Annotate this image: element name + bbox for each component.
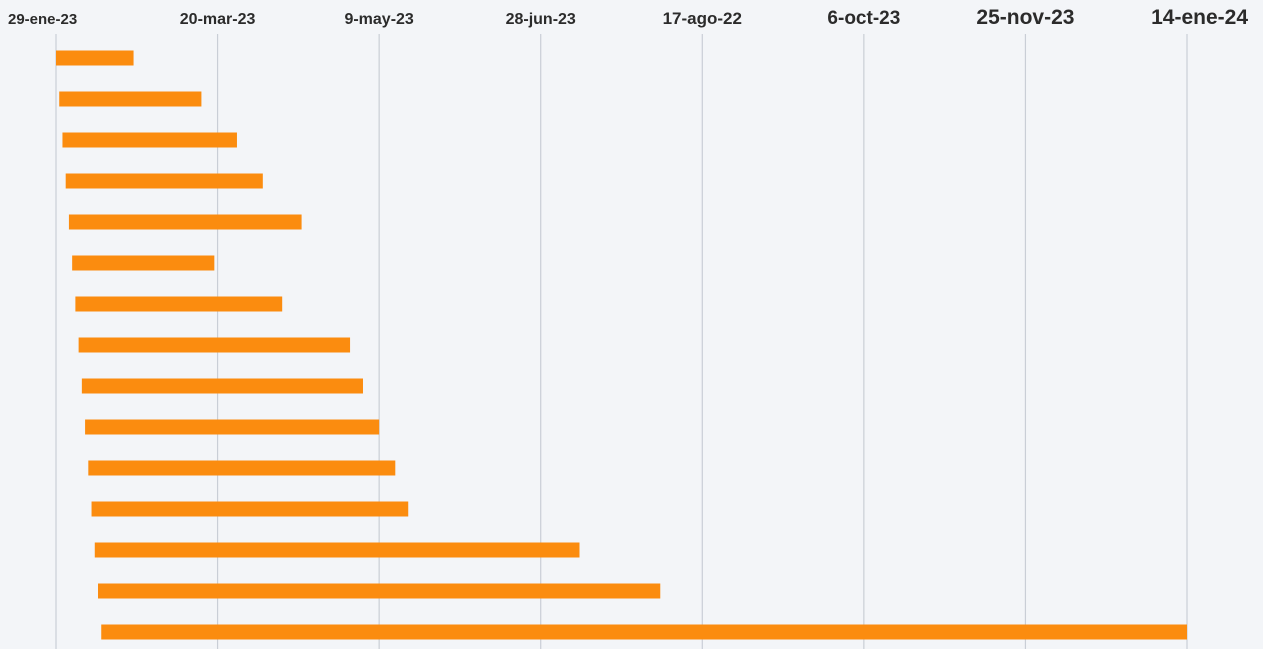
task-bar-14 <box>98 583 661 599</box>
x-tick-label-3: 28-jun-23 <box>506 11 576 28</box>
x-tick-label-7: 14-ene-24 <box>1151 6 1248 29</box>
x-axis-tick-labels: 29-ene-23 20-mar-23 9-may-23 28-jun-23 17-ag… <box>8 6 1248 29</box>
task-bar-6 <box>72 255 215 271</box>
task-bar-1 <box>56 50 134 66</box>
x-tick-label-5: 6-oct-23 <box>827 8 900 29</box>
x-tick-label-0: 29-ene-23 <box>8 11 77 28</box>
task-bars <box>56 50 1188 640</box>
task-bar-7 <box>75 296 283 312</box>
task-bar-10 <box>85 419 380 435</box>
x-tick-label-1: 20-mar-23 <box>180 11 256 28</box>
task-bar-11 <box>88 460 396 476</box>
task-bar-8 <box>78 337 351 353</box>
task-bar-13 <box>94 542 580 558</box>
task-bar-9 <box>81 378 363 394</box>
task-bar-4 <box>65 173 263 189</box>
x-tick-label-4: 17-ago-22 <box>663 9 742 28</box>
task-bar-15 <box>101 624 1188 640</box>
x-tick-label-6: 25-nov-23 <box>976 6 1074 29</box>
task-bar-3 <box>62 132 237 148</box>
task-bar-12 <box>91 501 409 517</box>
x-tick-label-2: 9-may-23 <box>344 11 413 28</box>
task-bar-2 <box>59 91 202 107</box>
task-bar-5 <box>68 214 302 230</box>
